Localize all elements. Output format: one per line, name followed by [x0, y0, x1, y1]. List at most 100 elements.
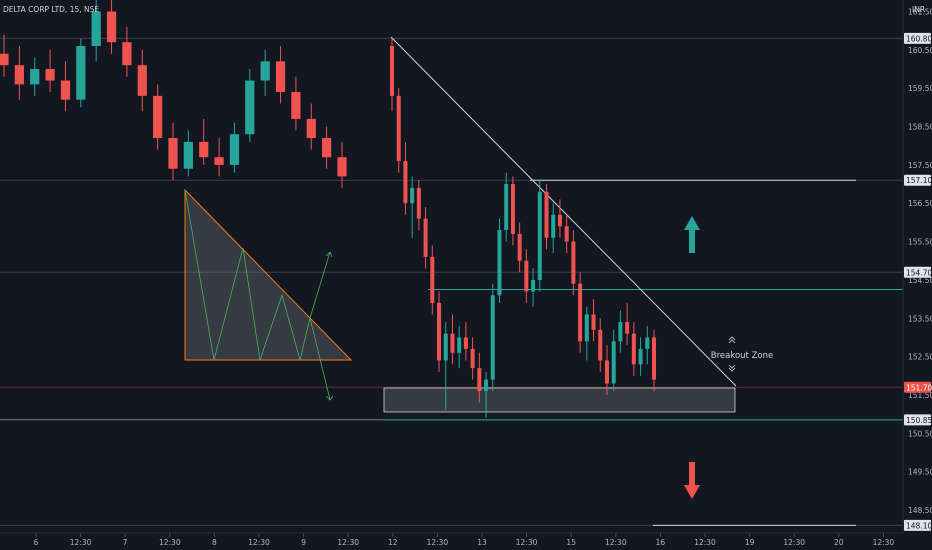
right-candle	[410, 187, 415, 204]
x-tick-label: 12:30	[248, 538, 270, 547]
chevron-down-icon	[728, 364, 736, 372]
currency-label: INR	[912, 5, 925, 14]
right-candle	[611, 341, 616, 384]
down-arrow-shaft	[689, 462, 695, 486]
right-candle	[584, 314, 589, 342]
right-candle	[389, 46, 395, 96]
arrowhead-up	[325, 251, 333, 258]
right-candle	[430, 256, 435, 303]
level-badge	[904, 266, 931, 278]
left-candle	[337, 157, 347, 177]
right-candle	[651, 337, 657, 380]
x-tick-label: 12:30	[873, 538, 895, 547]
x-tick-label: 13	[477, 538, 487, 547]
right-candle	[524, 260, 529, 292]
left-candle	[245, 80, 255, 135]
left-candle	[0, 53, 9, 66]
y-tick-label: 158.50	[908, 123, 932, 132]
time-axis[interactable]: 6 12:30 7 12:30 8 12:30 9 12:30 12 12:30 13 12:30 15…	[34, 533, 895, 547]
y-tick-label: 154.50	[908, 276, 932, 285]
left-candle	[45, 69, 55, 81]
y-tick-label: 160.50	[908, 46, 932, 55]
level-badge	[904, 32, 931, 44]
candles	[0, 0, 657, 418]
left-candle	[229, 134, 240, 165]
right-candle	[598, 329, 603, 361]
left-candle	[199, 141, 209, 158]
right-candle	[457, 337, 462, 353]
right-candle	[484, 379, 489, 392]
y-tick-label: 148.50	[908, 506, 932, 515]
current-price-badge	[904, 381, 931, 393]
right-candle	[645, 337, 650, 349]
right-candle	[537, 191, 542, 280]
x-tick-label: 12	[388, 538, 398, 547]
y-tick-label: 149.50	[908, 468, 932, 477]
left-candle	[275, 61, 286, 93]
right-candle	[463, 337, 468, 349]
left-candle	[60, 80, 71, 100]
x-tick-label: 12:30	[694, 538, 716, 547]
level-badge-text: 151.70	[906, 383, 932, 392]
y-tick-label: 150.50	[908, 429, 932, 438]
up-arrow-shaft	[689, 229, 695, 253]
y-tick-label: 152.50	[908, 353, 932, 362]
right-candle	[564, 226, 569, 242]
level-badge	[904, 174, 931, 186]
level-badge-text: 157.10	[906, 176, 932, 185]
left-candle	[306, 118, 316, 139]
right-candle	[477, 368, 482, 392]
chevron-up-icon	[728, 336, 736, 344]
right-candle	[403, 161, 408, 204]
left-candle	[183, 141, 193, 169]
x-tick-label: 12:30	[337, 538, 359, 547]
x-tick-label: 19	[745, 538, 755, 547]
right-candle	[557, 214, 562, 227]
level-badge-text: 154.70	[906, 268, 932, 277]
y-tick-label: 151.50	[908, 391, 932, 400]
level-badge-text: 150.85	[906, 416, 932, 425]
arrowhead-down	[325, 395, 334, 401]
left-candle	[260, 61, 270, 81]
level-badge-text: 160.80	[906, 34, 932, 43]
breakout-up-path	[309, 251, 331, 319]
overlays: Breakout Zone	[684, 216, 773, 499]
right-candle	[591, 314, 596, 330]
x-tick-label: 12:30	[70, 538, 92, 547]
x-tick-label: 8	[212, 538, 217, 547]
y-tick-label: 153.50	[908, 314, 932, 323]
right-candle	[396, 95, 401, 162]
right-candle	[551, 214, 556, 238]
x-tick-label: 9	[301, 538, 306, 547]
x-tick-label: 12:30	[159, 538, 181, 547]
down-arrow-icon	[684, 485, 700, 499]
price-axis[interactable]: 161.50 160.50 159.50 158.50 157.50 156.50 155.…	[904, 8, 932, 531]
left-candle	[214, 157, 224, 165]
left-candle	[168, 138, 178, 169]
right-candle	[490, 295, 495, 380]
x-tick-label: 20	[834, 538, 844, 547]
level-badge	[904, 414, 931, 426]
right-candle	[638, 348, 643, 365]
left-candle	[153, 95, 163, 139]
left-candle	[322, 138, 332, 158]
symbol-label: DELTA CORP LTD, 15, NSE	[3, 5, 99, 14]
horizontal-levels	[0, 37, 903, 526]
right-candle	[571, 241, 576, 284]
right-candle	[504, 184, 509, 231]
left-candle	[106, 11, 117, 43]
y-tick-label: 155.50	[908, 238, 932, 247]
left-candle	[137, 65, 147, 96]
x-tick-label: 7	[123, 538, 128, 547]
zigzag-path	[184, 189, 331, 401]
right-candle	[450, 333, 455, 353]
drawings	[184, 36, 737, 413]
x-tick-label: 6	[34, 538, 39, 547]
right-candle	[437, 302, 442, 361]
x-tick-label: 12:30	[783, 538, 805, 547]
right-candle	[510, 184, 515, 234]
left-candle	[14, 65, 24, 85]
x-tick-label: 12:30	[516, 538, 538, 547]
